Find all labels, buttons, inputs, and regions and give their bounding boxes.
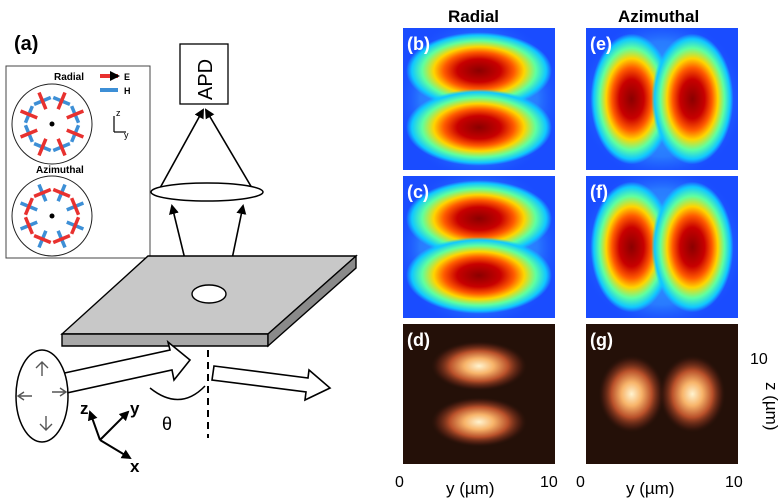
- e-field-arrow: [56, 91, 67, 110]
- panel-a-label: (a): [14, 33, 38, 55]
- field-lobe: [406, 89, 552, 166]
- field-lobe: [658, 354, 726, 434]
- panel-label-e: (e): [590, 34, 612, 54]
- collection-lens: [150, 182, 264, 202]
- field-map-panels: (b) (c) (d) (e) (f) (g): [403, 28, 738, 464]
- y-axis-right-start: 0: [576, 474, 585, 491]
- incidence-angle-arc: [149, 385, 206, 401]
- z-axis-label: z (µm): [762, 382, 780, 431]
- field-lobe: [406, 237, 552, 314]
- field-map-e: [586, 28, 738, 170]
- inset-azimuthal-title: Azimuthal: [36, 165, 84, 176]
- radial-beam-center: [49, 121, 55, 127]
- column-title-azimuthal: Azimuthal: [618, 7, 699, 26]
- theta-label: θ: [162, 414, 172, 434]
- e-field-arrow: [19, 109, 38, 120]
- e-field-arrow: [23, 197, 34, 216]
- e-field-arrow: [33, 187, 52, 198]
- e-field-arrow: [37, 91, 48, 110]
- e-field-arrow: [23, 216, 34, 235]
- column-title-radial: Radial: [448, 7, 499, 26]
- polarization-inset: Radial Azimuthal E H z y: [5, 65, 151, 259]
- e-field-arrow: [66, 128, 85, 139]
- e-field-arrow: [70, 216, 81, 235]
- e-field-arrow: [66, 109, 85, 120]
- e-field-arrow: [19, 128, 38, 139]
- azimuthal-beam-center: [49, 213, 55, 219]
- incident-beam-arrow: [59, 339, 192, 395]
- legend-e-label: E: [124, 72, 130, 82]
- z-axis-end: 10: [750, 351, 768, 368]
- field-lobe: [598, 354, 666, 434]
- field-lobe: [430, 396, 528, 448]
- e-field-arrow: [33, 234, 52, 245]
- reflected-beam-arrow: [211, 365, 332, 402]
- legend-h-label: H: [124, 86, 131, 96]
- inset-y-label: y: [124, 130, 129, 140]
- sample-aperture: [191, 284, 227, 304]
- e-field-arrow: [52, 187, 71, 198]
- axis-x-label: x: [130, 457, 140, 476]
- y-axis-left-end: 10: [540, 474, 558, 491]
- y-axis-left-start: 0: [395, 474, 404, 491]
- field-lobe: [406, 32, 552, 109]
- lab-axes: [87, 410, 132, 460]
- panel-label-g: (g): [590, 330, 613, 350]
- y-axis-right-end: 10: [725, 474, 743, 491]
- e-field-arrow: [37, 138, 48, 157]
- inset-z-label: z: [116, 108, 121, 118]
- radial-field-arrows: [19, 91, 85, 157]
- field-map-d: [403, 324, 555, 464]
- y-axis-right-label: y (µm): [626, 479, 675, 498]
- e-field-arrow: [70, 197, 81, 216]
- apd-label: APD: [195, 59, 217, 100]
- apd-box: [179, 43, 229, 105]
- field-lobe: [651, 181, 734, 313]
- panel-label-b: (b): [407, 34, 430, 54]
- panel-label-d: (d): [407, 330, 430, 350]
- field-map-g: [586, 324, 738, 464]
- field-lobe: [651, 33, 734, 165]
- y-axis-left-label: y (µm): [446, 479, 495, 498]
- axis-z-label: z: [80, 399, 89, 418]
- field-lobe: [430, 340, 528, 392]
- e-field-arrow: [56, 138, 67, 157]
- field-map-b: [403, 28, 555, 170]
- axis-y-label: y: [130, 399, 140, 418]
- e-field-arrow: [52, 234, 71, 245]
- inset-radial-title: Radial: [54, 72, 84, 83]
- field-map-f: [586, 176, 738, 318]
- panel-label-f: (f): [590, 182, 608, 202]
- beam-cross-section: [15, 349, 69, 443]
- beam-polarization-glyphs: [16, 361, 68, 431]
- field-map-c: [403, 176, 555, 318]
- ray-to-apd-right: [204, 108, 253, 189]
- field-lobe: [590, 33, 673, 165]
- panel-label-c: (c): [407, 182, 429, 202]
- azimuthal-field-arrows: [19, 183, 85, 249]
- ray-to-apd-left: [159, 108, 204, 189]
